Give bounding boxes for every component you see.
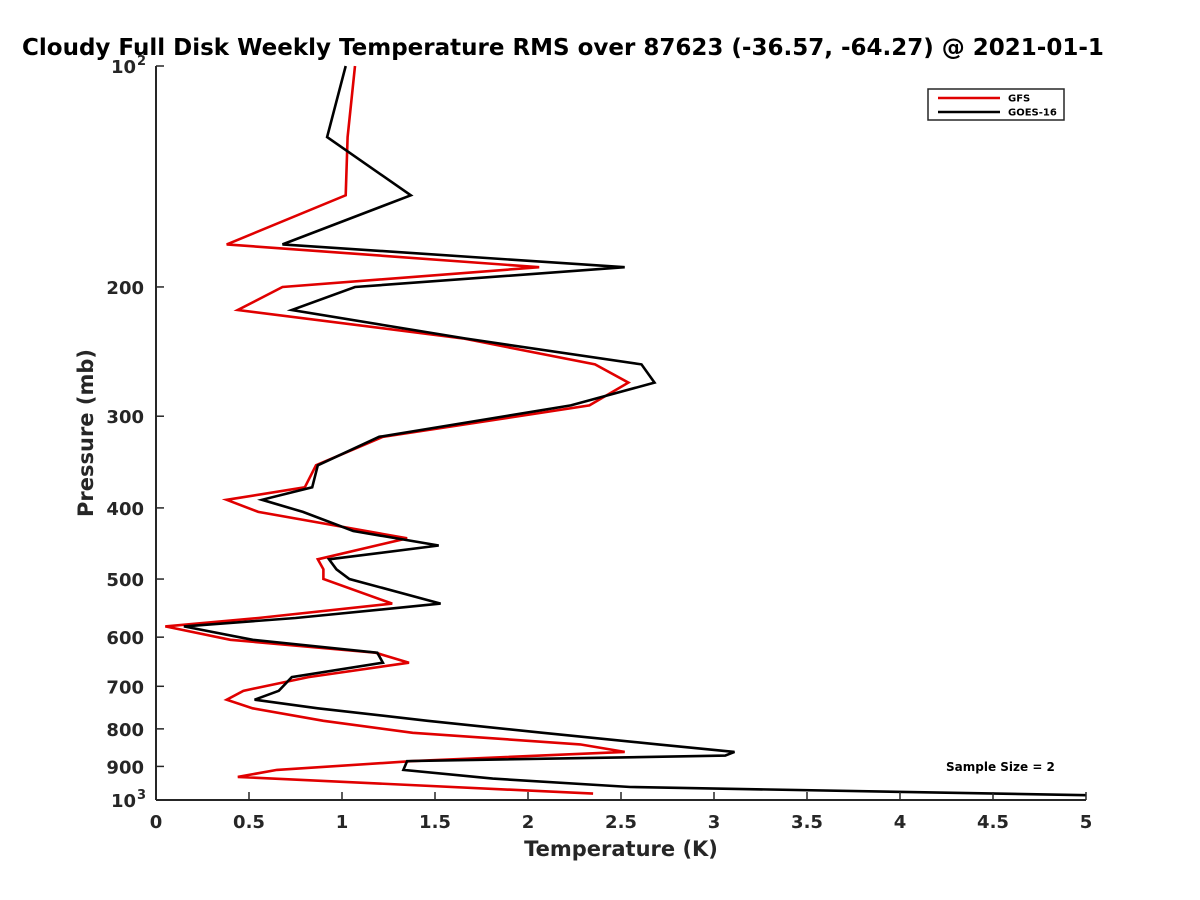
series-line-1	[183, 65, 1087, 797]
sample-size-annotation: Sample Size = 2	[946, 760, 1055, 774]
plot-frame	[156, 66, 1086, 800]
y-tick-label: 10	[111, 791, 136, 812]
x-axis-ticks: 0 0.5 1 1.5 2 2.5 3 3.5 4 4.5 5	[150, 792, 1093, 833]
y-tick-label: 10	[111, 57, 136, 78]
chart-title: Cloudy Full Disk Weekly Temperature RMS …	[22, 35, 1104, 61]
y-tick-label: 400	[106, 499, 144, 520]
x-tick-label: 1.5	[419, 812, 451, 833]
legend-label: GOES-16	[1008, 108, 1057, 119]
x-tick-label: 1	[336, 812, 349, 833]
y-tick-label: 600	[106, 628, 144, 649]
legend-box	[927, 88, 1065, 121]
x-tick-label: 3	[708, 812, 721, 833]
y-tick-label: 800	[106, 720, 144, 741]
y-tick-exponent: 3	[137, 788, 146, 803]
series-layer	[165, 65, 1087, 797]
x-tick-label: 3.5	[791, 812, 823, 833]
x-tick-label: 4.5	[977, 812, 1009, 833]
legend-label: GFS	[1008, 94, 1030, 105]
y-tick-exponent: 2	[137, 54, 146, 69]
x-tick-label: 2	[522, 812, 535, 833]
legend: GFS GOES-16	[927, 88, 1065, 121]
x-tick-label: 0.5	[233, 812, 265, 833]
y-tick-label: 700	[106, 677, 144, 698]
series-line-0	[165, 65, 632, 795]
y-tick-label: 500	[106, 570, 144, 591]
y-tick-label: 200	[106, 278, 144, 299]
x-tick-label: 0	[150, 812, 163, 833]
x-tick-label: 5	[1080, 812, 1093, 833]
x-tick-label: 4	[894, 812, 907, 833]
y-tick-label: 300	[106, 407, 144, 428]
y-tick-label: 900	[106, 757, 144, 778]
plot-area: 0 0.5 1 1.5 2 2.5 3 3.5 4 4.5 5 10 2200300400500600…	[106, 54, 1092, 833]
y-axis-label: Pressure (mb)	[74, 349, 98, 517]
x-axis-label: Temperature (K)	[524, 837, 718, 861]
x-tick-label: 2.5	[605, 812, 637, 833]
